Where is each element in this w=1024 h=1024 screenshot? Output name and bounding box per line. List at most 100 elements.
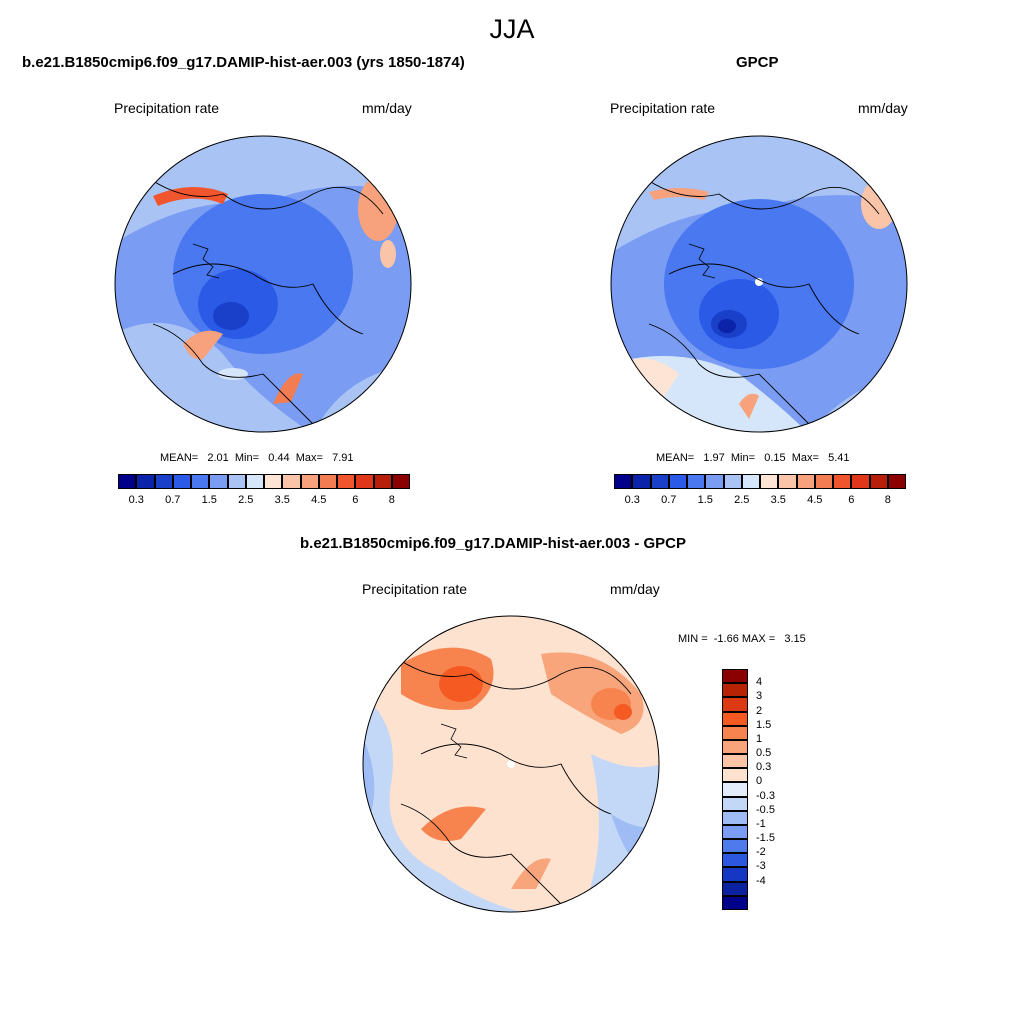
obs-colorbar bbox=[614, 474, 906, 489]
colorbar-cell bbox=[722, 853, 748, 868]
colorbar-tick-label: -0.5 bbox=[756, 803, 775, 816]
colorbar-cell bbox=[282, 474, 301, 489]
colorbar-cell bbox=[154, 474, 173, 489]
colorbar-cell bbox=[632, 474, 651, 489]
colorbar-tick-label: -4 bbox=[756, 874, 766, 887]
colorbar-tick-label: -1.5 bbox=[756, 832, 775, 845]
colorbar-tick-label: 8 bbox=[388, 494, 395, 506]
colorbar-cell bbox=[722, 711, 748, 726]
colorbar-cell bbox=[650, 474, 669, 489]
colorbar-tick-label: 2 bbox=[756, 704, 763, 717]
colorbar-tick-label: 2.5 bbox=[734, 494, 750, 506]
colorbar-tick-label: 6 bbox=[848, 494, 855, 506]
colorbar-cell bbox=[722, 669, 748, 684]
colorbar-tick-label: 0.3 bbox=[756, 761, 772, 774]
obs-variable-label: Precipitation rate bbox=[610, 100, 716, 116]
colorbar-cell bbox=[722, 739, 748, 755]
colorbar-tick-label: 3.5 bbox=[770, 494, 786, 506]
colorbar-cell bbox=[318, 474, 337, 489]
colorbar-tick-label: -3 bbox=[756, 860, 766, 873]
diff-polar-map bbox=[362, 615, 660, 913]
colorbar-cell bbox=[722, 697, 748, 712]
colorbar-cell bbox=[814, 474, 833, 489]
colorbar-cell bbox=[887, 474, 906, 489]
colorbar-cell bbox=[778, 474, 797, 489]
colorbar-tick-label: 8 bbox=[884, 494, 891, 506]
colorbar-tick-label: 3.5 bbox=[274, 494, 290, 506]
obs-stats: MEAN= 1.97 Min= 0.15 Max= 5.41 bbox=[656, 452, 850, 464]
colorbar-cell bbox=[136, 474, 155, 489]
colorbar-cell bbox=[833, 474, 852, 489]
model-units-label: mm/day bbox=[362, 100, 412, 116]
diff-colorbar-ticks: 4 3 2 1.5 1 0.5 0.3 0 -0.3 -0.5 -1 -1.5 -2 -3 -4 bbox=[756, 669, 796, 910]
colorbar-tick-label: 2.5 bbox=[238, 494, 254, 506]
colorbar-tick-label: -1 bbox=[756, 817, 766, 830]
colorbar-tick-label: 1.5 bbox=[756, 718, 772, 731]
colorbar-cell bbox=[391, 474, 410, 489]
colorbar-tick-label: 1.5 bbox=[201, 494, 217, 506]
colorbar-cell bbox=[355, 474, 374, 489]
colorbar-cell bbox=[722, 796, 748, 811]
colorbar-cell bbox=[705, 474, 724, 489]
colorbar-tick-label: 0 bbox=[756, 775, 763, 788]
model-stats: MEAN= 2.01 Min= 0.44 Max= 7.91 bbox=[160, 452, 354, 464]
colorbar-tick-label: 0.5 bbox=[756, 747, 772, 760]
colorbar-tick-label: 0.3 bbox=[128, 494, 144, 506]
colorbar-tick-label: 4 bbox=[756, 676, 763, 689]
colorbar-cell bbox=[614, 474, 633, 489]
colorbar-cell bbox=[118, 474, 137, 489]
colorbar-tick-label: 0.7 bbox=[661, 494, 677, 506]
colorbar-cell bbox=[723, 474, 742, 489]
colorbar-cell bbox=[264, 474, 283, 489]
colorbar-cell bbox=[209, 474, 228, 489]
diff-colorbar bbox=[722, 669, 748, 910]
colorbar-cell bbox=[722, 725, 748, 740]
obs-polar-map bbox=[610, 135, 908, 433]
colorbar-cell bbox=[722, 810, 748, 825]
colorbar-tick-label: 1.5 bbox=[697, 494, 713, 506]
colorbar-cell bbox=[722, 782, 748, 797]
colorbar-tick-label: 1 bbox=[756, 732, 763, 745]
colorbar-cell bbox=[245, 474, 264, 489]
colorbar-tick-label: 6 bbox=[352, 494, 359, 506]
colorbar-cell bbox=[869, 474, 888, 489]
model-polar-map bbox=[114, 135, 412, 433]
colorbar-tick-label: 4.5 bbox=[311, 494, 327, 506]
colorbar-cell bbox=[172, 474, 191, 489]
colorbar-cell bbox=[191, 474, 210, 489]
colorbar-tick-label: 4.5 bbox=[807, 494, 823, 506]
colorbar-cell bbox=[373, 474, 392, 489]
colorbar-cell bbox=[668, 474, 687, 489]
colorbar-tick-label: 3 bbox=[756, 690, 763, 703]
colorbar-tick-label: 0.7 bbox=[165, 494, 181, 506]
model-panel-title: b.e21.B1850cmip6.f09_g17.DAMIP-hist-aer.… bbox=[22, 54, 465, 71]
colorbar-cell bbox=[722, 839, 748, 854]
colorbar-cell bbox=[722, 867, 748, 882]
figure-title: JJA bbox=[489, 14, 535, 44]
colorbar-cell bbox=[722, 768, 748, 783]
colorbar-cell bbox=[227, 474, 246, 489]
colorbar-tick-label: -2 bbox=[756, 846, 766, 859]
obs-units-label: mm/day bbox=[858, 100, 908, 116]
obs-panel-title: GPCP bbox=[736, 54, 779, 71]
colorbar-cell bbox=[300, 474, 319, 489]
colorbar-cell bbox=[796, 474, 815, 489]
model-colorbar-ticks: 0.3 0.7 1.5 2.5 3.5 4.5 6 8 bbox=[118, 494, 410, 508]
colorbar-cell bbox=[722, 824, 748, 840]
obs-colorbar-ticks: 0.3 0.7 1.5 2.5 3.5 4.5 6 8 bbox=[614, 494, 906, 508]
colorbar-cell bbox=[337, 474, 356, 489]
diff-panel-title: b.e21.B1850cmip6.f09_g17.DAMIP-hist-aer.… bbox=[300, 535, 687, 552]
diff-variable-label: Precipitation rate bbox=[362, 581, 468, 597]
colorbar-tick-label: 0.3 bbox=[624, 494, 640, 506]
colorbar-cell bbox=[760, 474, 779, 489]
colorbar-cell bbox=[722, 683, 748, 698]
colorbar-cell bbox=[741, 474, 760, 489]
colorbar-cell bbox=[722, 754, 748, 769]
colorbar-cell bbox=[722, 881, 748, 896]
diff-units-label: mm/day bbox=[610, 581, 660, 597]
colorbar-cell bbox=[722, 895, 748, 910]
diff-stats: MIN = -1.66 MAX = 3.15 bbox=[678, 633, 806, 645]
colorbar-tick-label: -0.3 bbox=[756, 789, 775, 802]
model-variable-label: Precipitation rate bbox=[114, 100, 220, 116]
colorbar-cell bbox=[851, 474, 870, 489]
